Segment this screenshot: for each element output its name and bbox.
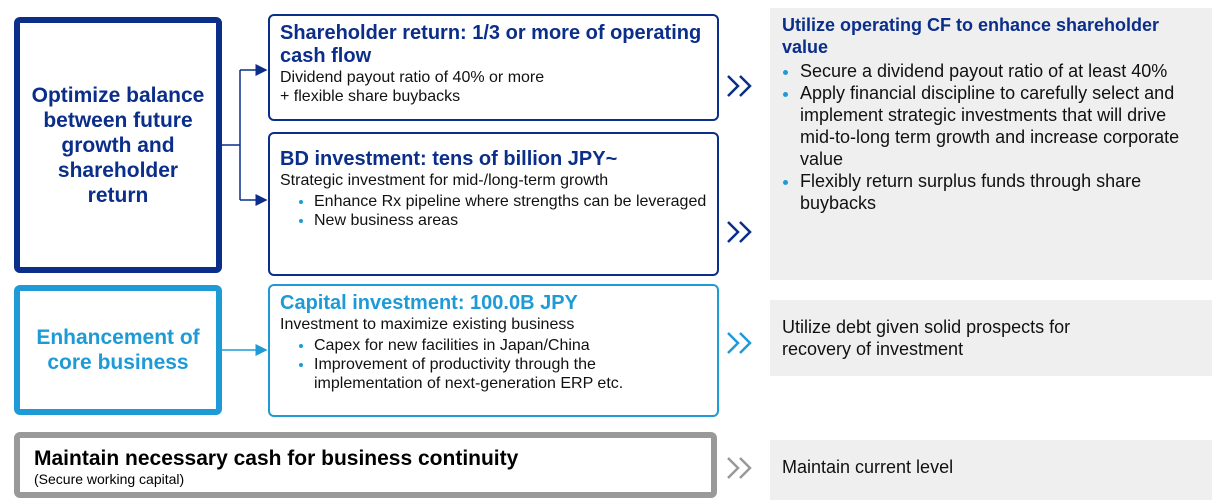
right-panel: Maintain current level: [770, 440, 1212, 500]
bottom-subtitle: (Secure working capital): [34, 471, 185, 487]
middle-box: Shareholder return: 1/3 or more of opera…: [268, 14, 719, 121]
chevron: [727, 75, 752, 479]
arrow-group: [222, 64, 268, 206]
left-box-text: Optimize balance between future growth a…: [31, 83, 205, 207]
middle-title: Capital investment: 100.0B JPY: [280, 292, 578, 314]
left-box: Optimize balance between future growth a…: [14, 17, 222, 273]
middle-title: Shareholder return: 1/3 or more of opera…: [280, 22, 702, 67]
middle-title: BD investment: tens of billion JPY~: [280, 148, 618, 170]
middle-line: Investment to maximize existing business: [280, 316, 575, 333]
left-box: Enhancement of core business: [14, 285, 222, 415]
bottom-box: Maintain necessary cash for business con…: [14, 432, 717, 498]
bullet-list: Enhance Rx pipeline where strengths can …: [280, 192, 707, 230]
bullet: Flexibly return surplus funds through sh…: [800, 170, 1200, 214]
right-text: Maintain current level: [782, 457, 954, 477]
middle-line: Strategic investment for mid-/long-term …: [280, 172, 609, 189]
right-title: Utilize operating CF to enhance sharehol…: [782, 15, 1160, 57]
middle-line: + flexible share buybacks: [280, 88, 461, 105]
right-text: Utilize debt given solid prospects for r…: [782, 317, 1071, 359]
bullet: New business areas: [314, 211, 707, 230]
bullet-list: Capex for new facilities in Japan/China …: [280, 336, 707, 393]
left-box-text: Enhancement of core business: [36, 326, 200, 374]
bullet-list: Secure a dividend payout ratio of at lea…: [782, 60, 1200, 214]
right-panel: Utilize operating CF to enhance sharehol…: [770, 8, 1212, 280]
middle-line: Dividend payout ratio of 40% or more: [280, 69, 545, 86]
middle-box: BD investment: tens of billion JPY~ Stra…: [268, 132, 719, 276]
bullet: Apply financial discipline to carefully …: [800, 82, 1200, 170]
bottom-title: Maintain necessary cash for business con…: [34, 447, 519, 470]
right-panel: Utilize debt given solid prospects for r…: [770, 300, 1212, 376]
bullet: Capex for new facilities in Japan/China: [314, 336, 707, 355]
middle-box: Capital investment: 100.0B JPY Investmen…: [268, 284, 719, 417]
bullet: Secure a dividend payout ratio of at lea…: [800, 60, 1200, 82]
bullet: Enhance Rx pipeline where strengths can …: [314, 192, 707, 211]
bullet: Improvement of productivity through the …: [314, 355, 707, 393]
